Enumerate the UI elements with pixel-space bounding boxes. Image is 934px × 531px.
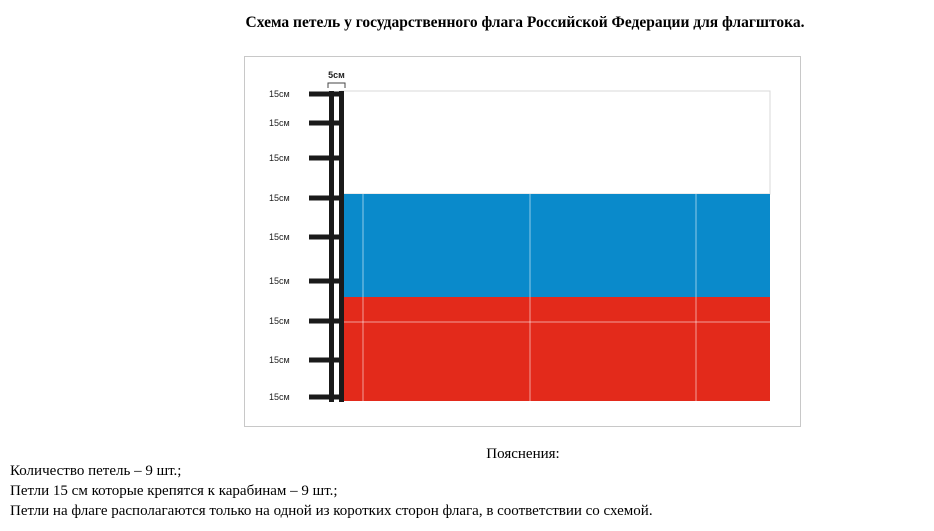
loop-7 <box>309 318 344 324</box>
flag-diagram: 15см 15см 15см 15см 15см 15см 15см 15см 15см 5см <box>244 56 801 427</box>
sleeve-width-label: 5см <box>328 70 345 80</box>
loop-4 <box>309 195 344 201</box>
loop-label-4: 15см <box>269 193 290 203</box>
flag-stripe-white <box>340 90 771 195</box>
loop-6 <box>309 278 344 284</box>
flag-stripe-red <box>341 297 770 401</box>
sleeve-width-marker: 5см <box>327 70 346 88</box>
loop-3 <box>309 155 344 161</box>
note-line-loops: Петли 15 см которые крепятся к карабинам… <box>10 483 338 499</box>
loop-8 <box>309 357 344 363</box>
notes-heading: Пояснения: <box>486 446 560 462</box>
page-title: Схема петель у государственного флага Ро… <box>245 14 805 31</box>
loop-label-3: 15см <box>269 153 290 163</box>
flag-stripe-blue <box>341 194 770 297</box>
loop-label-8: 15см <box>269 355 290 365</box>
loop-9 <box>309 394 344 400</box>
loop-5 <box>309 234 344 240</box>
loop-label-5: 15см <box>269 232 290 242</box>
note-line-placement: Петли на флаге располагаются только на о… <box>10 503 653 519</box>
loops-group: 15см 15см 15см 15см 15см 15см 15см 15см 15см <box>269 89 344 402</box>
note-line-count: Количество петель – 9 шт.; <box>10 463 182 479</box>
loop-label-1: 15см <box>269 89 290 99</box>
loop-label-6: 15см <box>269 276 290 286</box>
loop-label-2: 15см <box>269 118 290 128</box>
loop-label-9: 15см <box>269 392 290 402</box>
sleeve-rail-right <box>339 91 344 402</box>
loop-label-7: 15см <box>269 316 290 326</box>
loop-1 <box>309 91 344 97</box>
loop-2 <box>309 120 344 126</box>
sleeve-rail-left <box>329 91 334 402</box>
flag-diagram-svg: 15см 15см 15см 15см 15см 15см 15см 15см 15см 5см <box>269 70 771 402</box>
